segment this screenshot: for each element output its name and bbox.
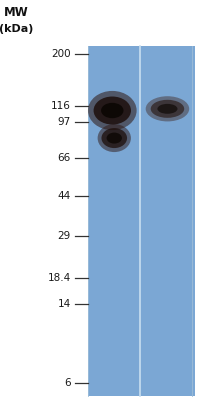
Text: 66: 66 (58, 154, 71, 164)
Ellipse shape (157, 104, 177, 114)
Text: 200: 200 (51, 50, 71, 60)
Ellipse shape (101, 128, 127, 148)
Ellipse shape (151, 100, 184, 118)
Text: 6: 6 (64, 378, 71, 388)
Text: 116: 116 (51, 100, 71, 110)
Ellipse shape (88, 91, 137, 130)
Text: 97: 97 (58, 117, 71, 127)
Bar (88, 46, 195, 396)
Ellipse shape (146, 96, 189, 122)
Text: 44: 44 (58, 192, 71, 202)
Text: (kDa): (kDa) (0, 24, 33, 34)
Ellipse shape (98, 124, 131, 152)
Text: 14: 14 (58, 299, 71, 309)
Text: MW: MW (3, 6, 28, 19)
Ellipse shape (101, 103, 124, 118)
Ellipse shape (107, 132, 122, 144)
Text: 29: 29 (58, 231, 71, 241)
Ellipse shape (94, 96, 131, 124)
Text: 18.4: 18.4 (48, 273, 71, 283)
